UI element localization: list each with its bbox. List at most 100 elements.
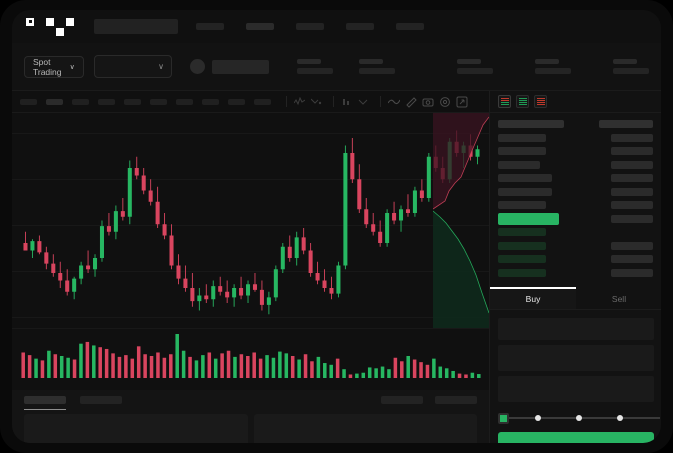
candle-series [23, 130, 480, 315]
orderbook-row-size [611, 268, 653, 277]
orderbook-mode-both-icon[interactable] [498, 95, 511, 108]
orderbook-row[interactable] [498, 187, 653, 197]
pair-identity [190, 59, 269, 74]
toolbar-divider [333, 96, 334, 107]
orderbook-row-price [498, 201, 546, 209]
chart-toolbar [12, 91, 489, 113]
orderbook-mode-buy-icon[interactable] [516, 95, 529, 108]
amount-percent-slider[interactable] [498, 411, 660, 425]
bottom-panel-1[interactable] [253, 414, 477, 443]
bottom-action-1[interactable] [435, 396, 477, 404]
orderbook-row[interactable] [498, 241, 653, 251]
orderbook-row-price [498, 187, 552, 196]
orderbook-mode-switcher [490, 91, 661, 113]
orderbook-row[interactable] [498, 173, 653, 183]
orderbook-row [498, 119, 653, 129]
toolbar-item-1[interactable] [46, 98, 63, 105]
orderbook-row[interactable] [498, 268, 653, 278]
slider-handle[interactable] [498, 412, 509, 424]
bottom-action-0[interactable] [381, 396, 423, 404]
orderbook-row-price [498, 133, 546, 142]
trade-side-tabs: Buy Sell [490, 287, 661, 310]
orderbook-row[interactable] [498, 146, 653, 156]
pair-header-bar: Spot Trading ∨ ∨ [12, 43, 661, 91]
submit-buy-button[interactable] [498, 432, 654, 443]
compare-icon[interactable] [310, 95, 323, 108]
orderbook-row-size [611, 241, 653, 250]
toolbar-divider [286, 96, 287, 107]
line-chart-icon[interactable] [387, 95, 400, 108]
orderbook-row-price [498, 174, 552, 182]
ruler-icon[interactable] [404, 95, 417, 108]
tab-buy[interactable]: Buy [490, 287, 576, 309]
nav-item-0[interactable] [196, 23, 224, 30]
trading-pair-select[interactable]: ∨ [93, 55, 172, 78]
slider-stop-75[interactable] [617, 415, 623, 421]
coin-avatar [190, 59, 205, 74]
settings-icon[interactable] [438, 95, 451, 108]
toolbar-item-2[interactable] [72, 98, 89, 105]
tab-sell[interactable]: Sell [611, 293, 627, 304]
order-form [490, 310, 661, 402]
active-tab-underline [24, 408, 66, 410]
orderbook-row[interactable] [498, 254, 653, 264]
orderbook-row-price [498, 255, 546, 263]
orderbook-row[interactable] [498, 160, 653, 170]
toolbar-item-6[interactable] [176, 98, 193, 105]
orderbook-row-size [611, 147, 653, 155]
nav-item-2[interactable] [296, 23, 324, 30]
bottom-tab-1[interactable] [80, 396, 122, 404]
orderbook-row-price [498, 147, 546, 155]
pair-stat-2 [457, 59, 493, 74]
amount-field[interactable] [498, 376, 654, 402]
price-field[interactable] [498, 345, 654, 371]
search-input[interactable] [94, 19, 178, 34]
order-type-field[interactable] [498, 318, 654, 340]
nav-item-1[interactable] [246, 23, 274, 30]
orderbook-row-size [611, 174, 653, 182]
spot-trading-dropdown[interactable]: Spot Trading ∨ [24, 55, 84, 78]
alert-icon[interactable] [340, 95, 353, 108]
orderbook-row-price [498, 120, 564, 128]
bottom-panel-row [12, 410, 489, 443]
slider-stop-25[interactable] [535, 415, 541, 421]
volume-series [21, 334, 481, 378]
toolbar-item-8[interactable] [228, 98, 245, 105]
volume-chart[interactable] [12, 328, 489, 390]
bottom-tab-0[interactable] [24, 396, 66, 410]
orderbook-and-trade-panel: Buy Sell [489, 91, 661, 443]
pair-stat-3 [535, 59, 571, 74]
bottom-panel-0[interactable] [24, 414, 248, 443]
toolbar-item-9[interactable] [254, 98, 271, 105]
okx-logo-icon[interactable] [26, 17, 74, 36]
camera-icon[interactable] [421, 95, 434, 108]
toolbar-divider [380, 96, 381, 107]
pair-stat-0 [297, 59, 333, 74]
toolbar-item-0[interactable] [20, 98, 37, 105]
toolbar-item-7[interactable] [202, 98, 219, 105]
indicator-icon[interactable] [293, 95, 306, 108]
orderbook-mode-sell-icon[interactable] [534, 95, 547, 108]
orderbook-row-price [498, 268, 546, 277]
fullscreen-icon[interactable] [455, 95, 468, 108]
orderbook-row-size [611, 255, 653, 263]
toolbar-item-5[interactable] [150, 98, 167, 105]
pair-name-placeholder [212, 59, 269, 74]
undo-icon[interactable] [357, 95, 370, 108]
nav-item-4[interactable] [396, 23, 424, 30]
pair-stat-4 [613, 59, 649, 74]
chevron-down-icon: ∨ [158, 62, 164, 71]
slider-stop-50[interactable] [576, 415, 582, 421]
toolbar-item-3[interactable] [98, 98, 115, 105]
orderbook-row[interactable] [498, 212, 653, 225]
toolbar-item-4[interactable] [124, 98, 141, 105]
chevron-down-icon: ∨ [69, 63, 75, 71]
candlestick-chart[interactable] [12, 113, 489, 328]
orderbook-row[interactable] [498, 133, 653, 143]
orderbook-row-size [611, 187, 653, 196]
nav-item-3[interactable] [346, 23, 374, 30]
orderbook-row[interactable] [498, 227, 653, 237]
orderbook-row[interactable] [498, 200, 653, 210]
bottom-tab-actions [381, 396, 477, 404]
